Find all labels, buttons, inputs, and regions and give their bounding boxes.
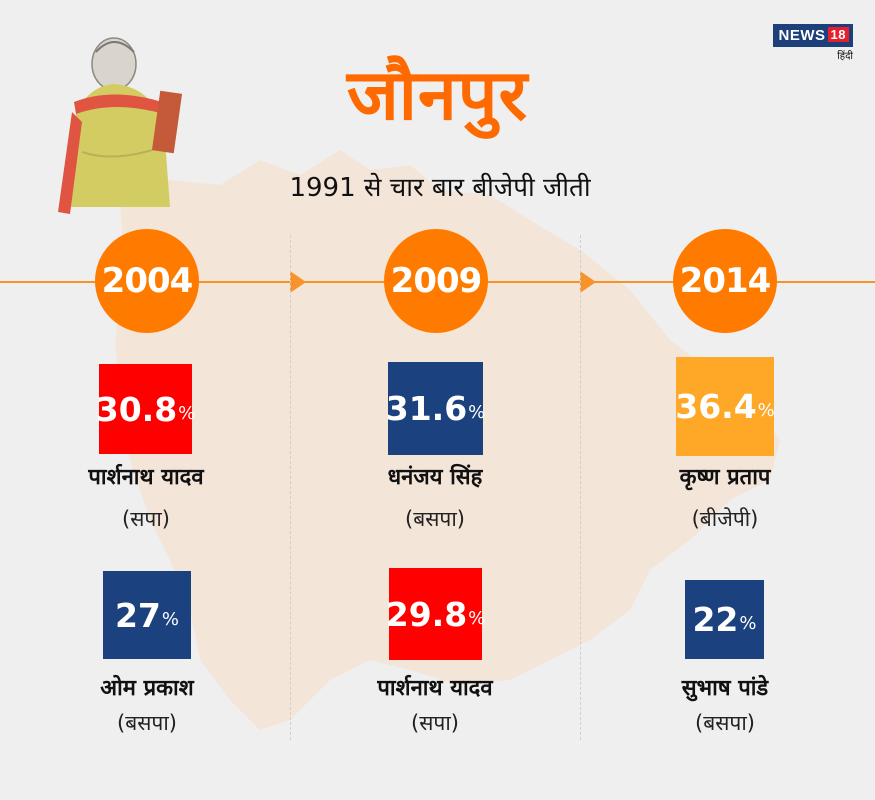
vote-share-value: 22 (692, 600, 739, 639)
vote-share-box: 30.8% (95, 364, 196, 454)
column-divider (290, 235, 291, 740)
vote-share-value: 36.4 (675, 387, 757, 426)
vote-share-value: 31.6 (385, 389, 468, 428)
logo-subtitle: हिंदी (837, 51, 853, 62)
vote-share-value: 27 (114, 595, 161, 635)
candidate-party: (बीजेपी) (691, 507, 759, 531)
vote-share-value: 30.8 (95, 389, 178, 429)
year-badge-2004: 2004 (95, 229, 199, 333)
candidate-party: (बसपा) (405, 507, 465, 531)
news18-logo: NEWS 18 हिंदी (772, 24, 853, 62)
vote-share-box: 27% (103, 571, 191, 659)
percent-sign: % (468, 607, 486, 629)
candidate-party: (बसपा) (117, 711, 177, 735)
page-subtitle: 1991 से चार बार बीजेपी जीती (289, 173, 591, 203)
vote-share-box: 31.6% (385, 362, 486, 455)
candidate-name: पार्शनाथ यादव (88, 465, 204, 490)
year-badge-2009: 2009 (384, 229, 488, 333)
candidate-name: पार्शनाथ यादव (377, 676, 493, 701)
candidate-name: ओम प्रकाश (100, 676, 194, 701)
farmer-illustration (58, 37, 183, 214)
percent-sign: % (757, 400, 775, 421)
vote-share-box: 29.8% (385, 568, 486, 660)
percent-sign: % (161, 608, 180, 630)
vote-share-box: 22% (685, 580, 764, 659)
candidate-name: धनंजय सिंह (387, 465, 483, 490)
column-divider (580, 235, 581, 740)
logo-badge: NEWS 18 (772, 24, 853, 47)
candidate-name: सुभाष पांडे (681, 676, 769, 701)
percent-sign: % (739, 613, 757, 634)
vote-share-box: 36.4% (675, 357, 775, 456)
page-title: जौनपुर (346, 54, 529, 136)
candidate-name: कृष्ण प्रताप (679, 465, 771, 490)
year-badge-2014: 2014 (673, 229, 777, 333)
timeline-arrow-icon (580, 271, 596, 293)
percent-sign: % (468, 402, 486, 423)
percent-sign: % (178, 402, 196, 424)
candidate-party: (सपा) (411, 711, 459, 735)
timeline-arrow-icon (290, 271, 306, 293)
vote-share-value: 29.8 (385, 594, 468, 634)
candidate-party: (सपा) (122, 507, 170, 531)
candidate-party: (बसपा) (695, 711, 755, 735)
